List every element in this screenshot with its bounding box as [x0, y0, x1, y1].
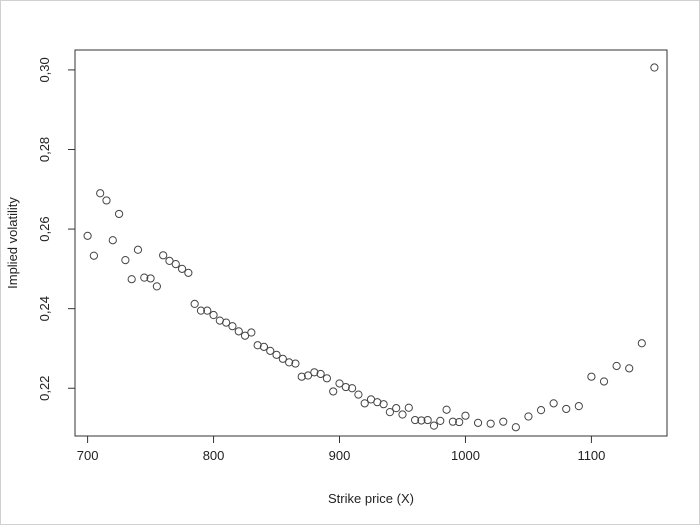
data-point-49 — [392, 404, 401, 413]
data-point-14 — [171, 259, 180, 269]
data-point-16 — [184, 268, 193, 277]
data-point-17 — [190, 299, 199, 308]
data-point-41 — [341, 382, 350, 392]
data-point-67 — [549, 399, 558, 408]
data-point-74 — [637, 339, 646, 348]
data-point-52 — [410, 415, 420, 425]
data-point-36 — [310, 368, 319, 377]
data-point-11 — [152, 282, 161, 291]
data-point-42 — [348, 384, 357, 393]
x-tick-label-800: 800 — [203, 448, 225, 463]
data-points — [83, 63, 659, 432]
data-point-64 — [511, 423, 520, 432]
data-point-23 — [228, 322, 237, 331]
data-point-26 — [247, 328, 256, 337]
data-point-62 — [486, 419, 495, 428]
data-point-30 — [272, 350, 281, 359]
y-axis: 0,22 0,24 0,26 0,28 0,30 — [37, 57, 75, 401]
data-point-0 — [83, 231, 92, 240]
data-point-7 — [127, 275, 136, 284]
data-point-44 — [360, 399, 369, 408]
data-point-31 — [278, 354, 287, 363]
data-point-38 — [322, 374, 332, 383]
data-point-20 — [209, 310, 218, 320]
data-point-43 — [354, 390, 363, 399]
data-point-75 — [650, 63, 659, 72]
data-point-15 — [177, 264, 187, 273]
data-point-9 — [140, 273, 149, 282]
data-point-66 — [536, 406, 546, 415]
data-point-25 — [240, 331, 250, 340]
y-tick-label-1: 0,24 — [37, 296, 52, 321]
data-point-8 — [133, 245, 143, 254]
data-point-34 — [297, 372, 306, 381]
data-point-56 — [436, 416, 445, 425]
y-tick-label-4: 0,30 — [37, 57, 52, 82]
data-point-48 — [385, 408, 394, 417]
data-point-28 — [259, 342, 269, 351]
data-point-13 — [165, 256, 174, 266]
data-point-57 — [442, 405, 451, 414]
y-tick-label-0: 0,22 — [37, 376, 52, 401]
data-point-4 — [108, 236, 117, 245]
data-point-1 — [89, 251, 98, 260]
data-point-72 — [612, 361, 621, 371]
data-point-55 — [429, 421, 439, 430]
y-axis-label: Implied volatility — [5, 197, 20, 289]
data-point-29 — [266, 346, 275, 355]
data-point-63 — [499, 417, 508, 426]
data-point-24 — [234, 327, 243, 336]
data-point-50 — [398, 410, 407, 419]
data-point-5 — [114, 209, 124, 219]
data-point-2 — [96, 189, 105, 198]
data-point-6 — [121, 256, 130, 265]
data-point-3 — [102, 196, 111, 205]
data-point-12 — [159, 251, 168, 260]
data-point-18 — [196, 306, 206, 315]
y-tick-label-2: 0,26 — [37, 216, 52, 241]
data-point-22 — [222, 318, 231, 327]
data-point-51 — [404, 403, 413, 412]
data-point-19 — [203, 306, 212, 315]
data-point-32 — [285, 358, 294, 367]
data-point-61 — [473, 418, 483, 427]
data-point-40 — [335, 379, 344, 388]
data-point-47 — [379, 400, 388, 409]
data-point-70 — [587, 372, 596, 381]
data-point-60 — [461, 411, 470, 420]
data-point-58 — [448, 417, 457, 426]
x-tick-label-900: 900 — [329, 448, 351, 463]
data-point-37 — [316, 369, 325, 379]
data-point-39 — [329, 387, 338, 396]
x-axis: 700 800 900 1000 1100 — [77, 436, 605, 463]
data-point-35 — [303, 371, 313, 380]
data-point-54 — [423, 415, 432, 425]
x-axis-label: Strike price (X) — [328, 491, 414, 506]
plot-box — [74, 49, 668, 437]
data-point-68 — [562, 404, 571, 414]
data-point-69 — [574, 402, 583, 411]
y-tick-label-3: 0,28 — [37, 137, 52, 162]
x-tick-label-700: 700 — [77, 448, 99, 463]
data-point-73 — [625, 364, 634, 373]
data-point-33 — [291, 359, 300, 368]
data-point-10 — [146, 274, 155, 283]
data-point-59 — [455, 417, 464, 427]
x-tick-label-1100: 1100 — [577, 448, 605, 463]
data-point-65 — [524, 412, 533, 421]
data-point-27 — [253, 341, 262, 350]
data-point-53 — [417, 416, 426, 425]
x-tick-label-1000: 1000 — [451, 448, 480, 463]
data-point-71 — [599, 377, 609, 386]
